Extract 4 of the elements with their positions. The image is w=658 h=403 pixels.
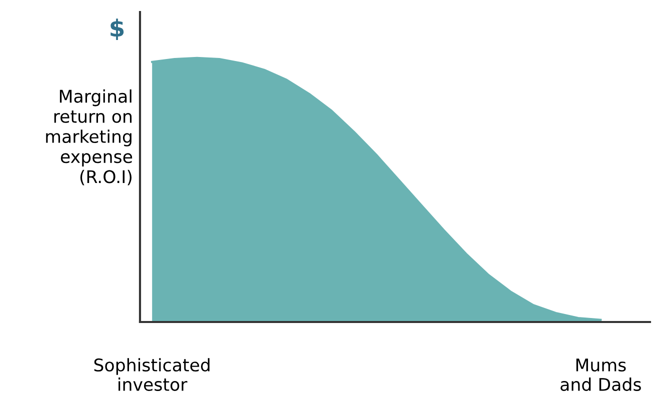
y-axis-title: Marginal return on marketing expense (R.O.I) xyxy=(46,89,132,186)
x-tick-label: Sophisticated investor xyxy=(94,358,210,391)
x-tick-label: Mums and Dads xyxy=(560,358,641,391)
text: $ xyxy=(110,18,124,40)
